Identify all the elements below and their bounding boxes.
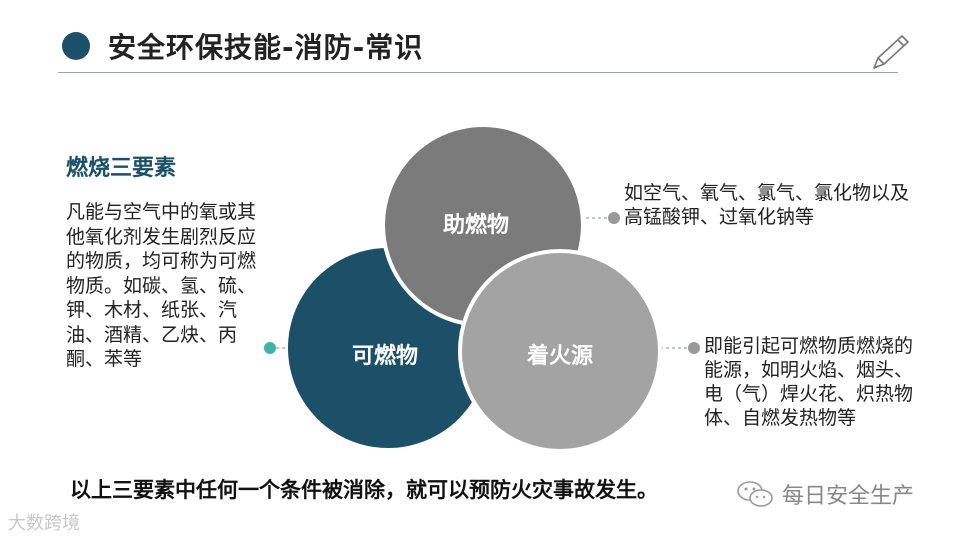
label-oxidizer: 助燃物 [443,212,509,238]
label-fuel: 可燃物 [352,343,418,369]
oxidizer-description: 如空气、氧气、氯气、氯化物以及高锰酸钾、过氧化钠等 [624,182,910,228]
watermark-left: 大数跨境 [8,509,80,535]
title-bullet-dot [62,32,90,60]
pen-icon [873,35,909,69]
connector-dot-left [264,342,276,354]
title-divider [58,72,898,73]
ignition-description: 即能引起可燃物质燃烧的能源，如明火焰、烟头、电（气）焊火花、炽热物体、自燃发热物… [704,335,914,429]
watermark-right: 每日安全生产 [736,478,914,510]
page-title: 安全环保技能-消防-常识 [108,31,424,64]
connector-dot-bottom-right [688,342,700,354]
section-heading: 燃烧三要素 [66,156,177,181]
connector-dot-top-right [608,212,620,224]
watermark-right-text: 每日安全生产 [782,484,915,509]
circle-ignition [458,249,662,453]
wechat-icon [737,481,773,507]
label-ignition: 着火源 [526,343,593,369]
watermark-left-text: 大数跨境 [8,513,80,534]
conclusion-text: 以上三要素中任何一个条件被消除，就可以预防火灾事故发生。 [70,478,658,502]
combustible-description: 凡能与空气中的氧或其他氧化剂发生剧烈反应的物质，均可称为可燃物质。如碳、氢、硫、… [66,201,257,370]
